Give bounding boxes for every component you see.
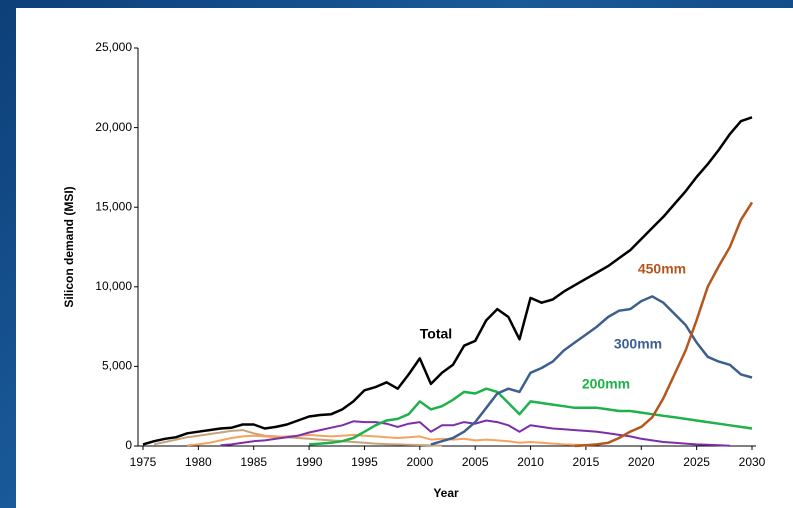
x-tick-label: 2030 bbox=[739, 455, 766, 469]
y-tick-label: 15,000 bbox=[95, 199, 132, 213]
y-tick-label: 0 bbox=[125, 438, 132, 452]
y-axis-label: Silicon demand (MSI) bbox=[62, 186, 76, 307]
series-line bbox=[153, 429, 443, 447]
x-tick-label: 1980 bbox=[185, 455, 212, 469]
y-tick-label: 5,000 bbox=[102, 359, 132, 373]
x-tick-label: 1990 bbox=[296, 455, 323, 469]
chart-panel bbox=[16, 8, 793, 508]
series-line bbox=[430, 295, 753, 446]
series-label: 300mm bbox=[614, 336, 662, 352]
x-axis-label: Year bbox=[433, 486, 459, 500]
series-label: 200mm bbox=[582, 376, 630, 392]
x-tick-label: 2015 bbox=[573, 455, 600, 469]
x-tick-label: 2025 bbox=[683, 455, 710, 469]
series-line bbox=[187, 433, 586, 447]
x-tick-label: 2020 bbox=[628, 455, 655, 469]
x-tick-label: 2005 bbox=[462, 455, 489, 469]
series-line bbox=[574, 201, 754, 448]
x-tick-label: 1995 bbox=[351, 455, 378, 469]
x-tick-label: 2010 bbox=[517, 455, 544, 469]
x-tick-label: 1985 bbox=[240, 455, 267, 469]
y-tick-label: 20,000 bbox=[95, 120, 132, 134]
y-tick-label: 25,000 bbox=[95, 40, 132, 54]
series-line bbox=[309, 387, 753, 446]
series-line bbox=[142, 116, 753, 446]
series-label: 450mm bbox=[638, 261, 686, 277]
x-tick-label: 2000 bbox=[406, 455, 433, 469]
series-label: Total bbox=[420, 326, 452, 342]
x-tick-label: 1975 bbox=[130, 455, 157, 469]
y-tick-label: 10,000 bbox=[95, 279, 132, 293]
